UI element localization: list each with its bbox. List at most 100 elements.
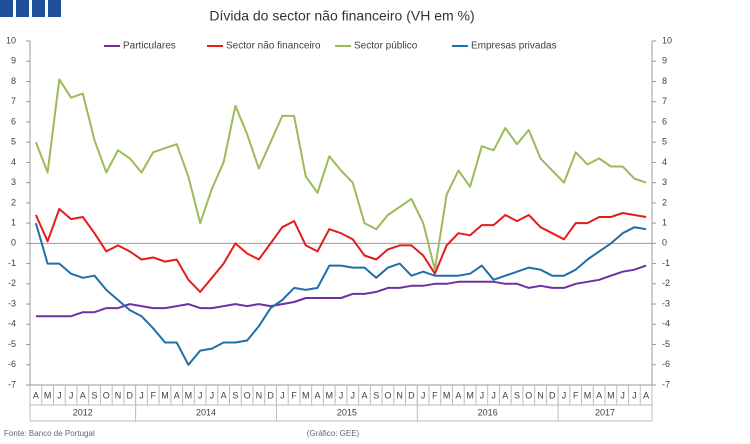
x-tick-label: O xyxy=(244,390,251,400)
x-tick-label: J xyxy=(491,390,496,400)
y-tick-label: 4 xyxy=(11,157,16,167)
x-tick-label: S xyxy=(232,390,238,400)
y-tick-label: -4 xyxy=(8,319,16,329)
x-tick-label: N xyxy=(396,390,403,400)
y2-tick-label: -3 xyxy=(662,298,670,308)
chart-title: Dívida do sector não financeiro (VH em %… xyxy=(209,8,474,24)
y2-tick-label: -5 xyxy=(662,339,670,349)
year-label: 2015 xyxy=(337,407,357,417)
x-tick-label: D xyxy=(408,390,415,400)
y-tick-label: -3 xyxy=(8,298,16,308)
x-tick-label: F xyxy=(150,390,156,400)
y-tick-label: -2 xyxy=(8,278,16,288)
x-tick-label: O xyxy=(525,390,532,400)
y-tick-label: 3 xyxy=(11,177,16,187)
y2-tick-label: 7 xyxy=(662,96,667,106)
year-label: 2014 xyxy=(196,407,216,417)
x-tick-label: O xyxy=(103,390,110,400)
x-tick-label: M xyxy=(466,390,474,400)
x-tick-label: M xyxy=(326,390,334,400)
x-tick-label: M xyxy=(44,390,52,400)
y2-tick-label: 10 xyxy=(662,35,672,45)
x-tick-label: A xyxy=(315,390,321,400)
x-tick-label: D xyxy=(127,390,134,400)
y2-tick-label: 0 xyxy=(662,238,667,248)
source: Fonte: Banco de Portugal xyxy=(4,429,95,438)
x-tick-label: F xyxy=(573,390,579,400)
x-tick-label: J xyxy=(421,390,426,400)
y-tick-label: 2 xyxy=(11,197,16,207)
legend-label: Particulares xyxy=(123,41,176,52)
y2-tick-label: 8 xyxy=(662,76,667,86)
y2-tick-label: 6 xyxy=(662,116,667,126)
x-tick-label: A xyxy=(596,390,602,400)
year-label: 2016 xyxy=(478,407,498,417)
y-tick-label: -1 xyxy=(8,258,16,268)
x-tick-label: J xyxy=(280,390,285,400)
x-tick-label: S xyxy=(514,390,520,400)
x-tick-label: M xyxy=(443,390,451,400)
x-tick-label: A xyxy=(643,390,649,400)
x-tick-label: A xyxy=(80,390,86,400)
x-tick-label: J xyxy=(339,390,344,400)
x-tick-label: J xyxy=(57,390,62,400)
x-tick-label: D xyxy=(549,390,556,400)
x-tick-label: M xyxy=(302,390,310,400)
x-tick-label: J xyxy=(198,390,203,400)
y-tick-label: 6 xyxy=(11,116,16,126)
x-tick-label: J xyxy=(210,390,215,400)
y2-tick-label: -7 xyxy=(662,379,670,389)
y-tick-label: 0 xyxy=(11,238,16,248)
y-tick-label: 5 xyxy=(11,137,16,147)
legend-label: Sector público xyxy=(354,41,418,52)
y2-tick-label: 4 xyxy=(662,157,667,167)
x-tick-label: F xyxy=(432,390,438,400)
x-tick-label: D xyxy=(267,390,274,400)
y2-tick-label: -1 xyxy=(662,258,670,268)
y2-tick-label: 5 xyxy=(662,137,667,147)
y2-tick-label: 2 xyxy=(662,197,667,207)
x-tick-label: S xyxy=(373,390,379,400)
x-tick-label: N xyxy=(537,390,544,400)
y-tick-label: 7 xyxy=(11,96,16,106)
series-line xyxy=(34,222,647,366)
y2-tick-label: -6 xyxy=(662,359,670,369)
x-tick-label: M xyxy=(607,390,615,400)
x-tick-label: J xyxy=(480,390,485,400)
x-tick-label: A xyxy=(502,390,508,400)
y-tick-label: 10 xyxy=(6,35,16,45)
x-tick-label: J xyxy=(632,390,637,400)
logo-block xyxy=(32,0,45,17)
x-tick-label: A xyxy=(174,390,180,400)
y-tick-label: 8 xyxy=(11,76,16,86)
x-tick-label: J xyxy=(620,390,625,400)
y-tick-label: -6 xyxy=(8,359,16,369)
x-tick-label: M xyxy=(185,390,193,400)
legend-label: Sector não financeiro xyxy=(226,41,321,52)
logo-block xyxy=(16,0,29,17)
logo-block xyxy=(48,0,61,17)
legend-label: Empresas privadas xyxy=(471,41,557,52)
year-label: 2012 xyxy=(73,407,93,417)
x-tick-label: M xyxy=(584,390,592,400)
x-tick-label: A xyxy=(361,390,367,400)
x-tick-label: A xyxy=(455,390,461,400)
y2-tick-label: 9 xyxy=(662,56,667,66)
x-tick-label: N xyxy=(115,390,122,400)
x-tick-label: J xyxy=(562,390,567,400)
x-tick-label: J xyxy=(350,390,355,400)
x-tick-label: J xyxy=(139,390,144,400)
logo-block xyxy=(0,0,13,17)
y-tick-label: -5 xyxy=(8,339,16,349)
y-tick-label: 1 xyxy=(11,217,16,227)
credit: (Gráfico: GEE) xyxy=(307,429,360,438)
x-tick-label: O xyxy=(384,390,391,400)
y-tick-label: -7 xyxy=(8,379,16,389)
x-tick-label: A xyxy=(221,390,227,400)
y2-tick-label: 1 xyxy=(662,217,667,227)
x-tick-label: M xyxy=(161,390,169,400)
y2-tick-label: -2 xyxy=(662,278,670,288)
y-tick-label: 9 xyxy=(11,56,16,66)
year-label: 2017 xyxy=(595,407,615,417)
